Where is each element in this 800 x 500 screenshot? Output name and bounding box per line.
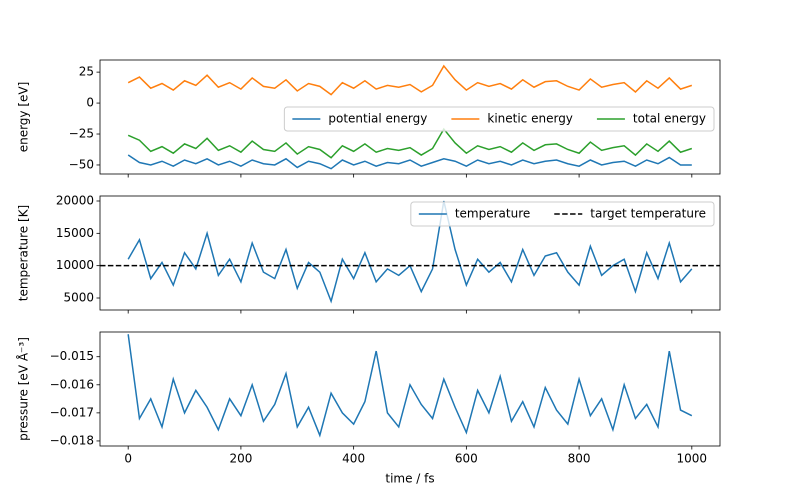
axes-frame xyxy=(99,195,721,311)
y-tick-label: 15000 xyxy=(56,226,94,240)
legend-label: potential energy xyxy=(328,112,427,126)
x-axis-label: time / fs xyxy=(385,472,434,486)
y-tick-label: −0.018 xyxy=(50,433,94,447)
y-axis-label: temperature [K] xyxy=(17,205,31,301)
y-tick-label: −0.016 xyxy=(50,377,94,391)
axes-frame xyxy=(99,59,721,175)
y-tick-label: 0 xyxy=(86,96,94,110)
y-tick-label: 10000 xyxy=(56,258,94,272)
legend: potential energy kinetic energy total ener… xyxy=(283,106,715,132)
y-tick-label: −0.015 xyxy=(50,349,94,363)
y-axis-label: pressure [eV Å⁻³] xyxy=(16,337,31,441)
axes-frame xyxy=(99,331,721,447)
legend-label: temperature xyxy=(455,207,530,221)
y-axis-label: energy [eV] xyxy=(17,82,31,153)
y-tick-label: −50 xyxy=(69,157,94,171)
x-tick-label: 200 xyxy=(229,452,252,466)
y-tick-label: −0.017 xyxy=(50,405,94,419)
x-tick-label: 1000 xyxy=(677,452,708,466)
series-line xyxy=(127,127,693,159)
legend-label: total energy xyxy=(633,112,706,126)
y-tick-label: −25 xyxy=(69,127,94,141)
series-line xyxy=(127,154,692,170)
legend-label: target temperature xyxy=(590,207,706,221)
legend: temperature target temperature xyxy=(410,201,715,227)
legend-box xyxy=(283,106,715,132)
x-tick-label: 0 xyxy=(124,452,132,466)
y-tick-label: 20000 xyxy=(56,193,94,207)
x-tick-label: 600 xyxy=(455,452,478,466)
x-tick-label: 400 xyxy=(342,452,365,466)
series-line xyxy=(127,64,693,96)
series-line xyxy=(127,334,693,438)
y-tick-label: 5000 xyxy=(63,291,94,305)
y-tick-label: 25 xyxy=(79,65,94,79)
x-tick-label: 800 xyxy=(568,452,591,466)
legend-label: kinetic energy xyxy=(487,112,573,126)
